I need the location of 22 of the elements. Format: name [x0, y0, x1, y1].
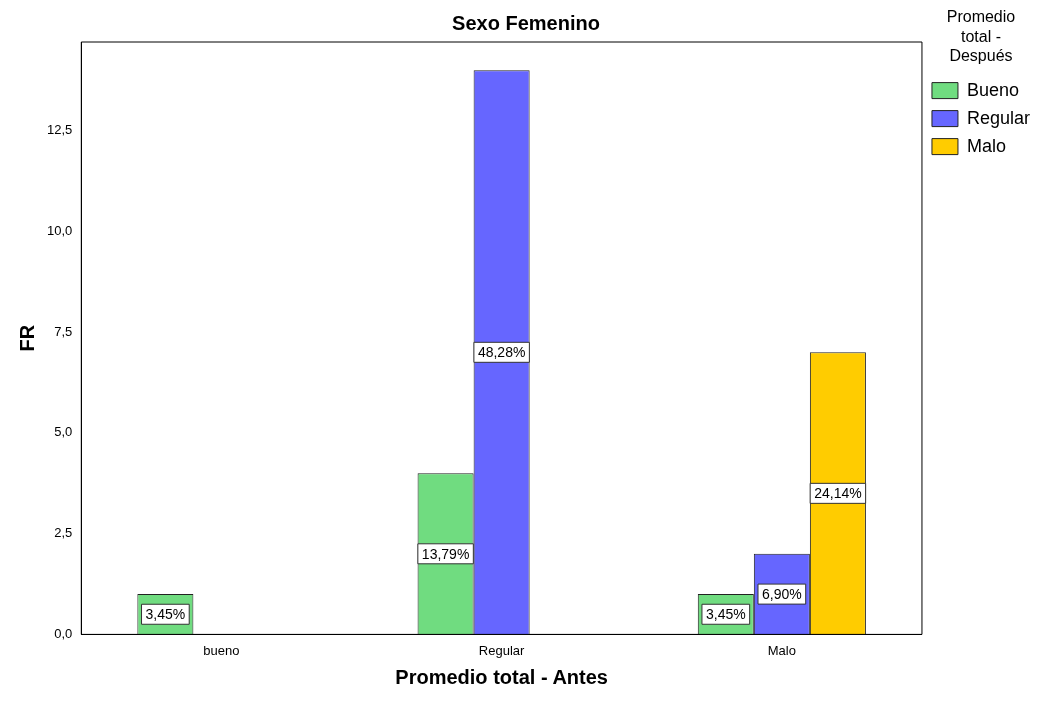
legend-label: Bueno: [966, 79, 1020, 100]
annotation: 24,14%: [814, 485, 862, 502]
annotation: 3,45%: [705, 606, 746, 623]
y-tick-label: 7,5: [54, 323, 73, 339]
y-axis-title: FR: [15, 324, 38, 352]
x-tick-label: Malo: [767, 642, 796, 658]
x-tick-label: Regular: [478, 642, 526, 658]
annotation: 48,28%: [477, 344, 526, 361]
y-tick-label: 5,0: [54, 424, 73, 440]
y-tick-label: 10,0: [46, 222, 73, 238]
x-axis-title: Promedio total - Antes: [395, 665, 608, 688]
y-tick-label: 2,5: [54, 525, 73, 541]
legend-label: Malo: [966, 135, 1006, 156]
chart-title: Sexo Femenino: [452, 11, 600, 34]
legend-title: Promedio total - Después: [946, 8, 1016, 64]
legend-label: Regular: [966, 107, 1031, 128]
x-tick-label: bueno: [203, 642, 240, 658]
annotation: 3,45%: [145, 606, 186, 623]
annotation: 13,79%: [421, 545, 470, 562]
y-tick-label: 12,5: [46, 122, 73, 138]
y-tick-label: 0,0: [54, 625, 73, 641]
annotation: 6,90%: [762, 585, 802, 602]
